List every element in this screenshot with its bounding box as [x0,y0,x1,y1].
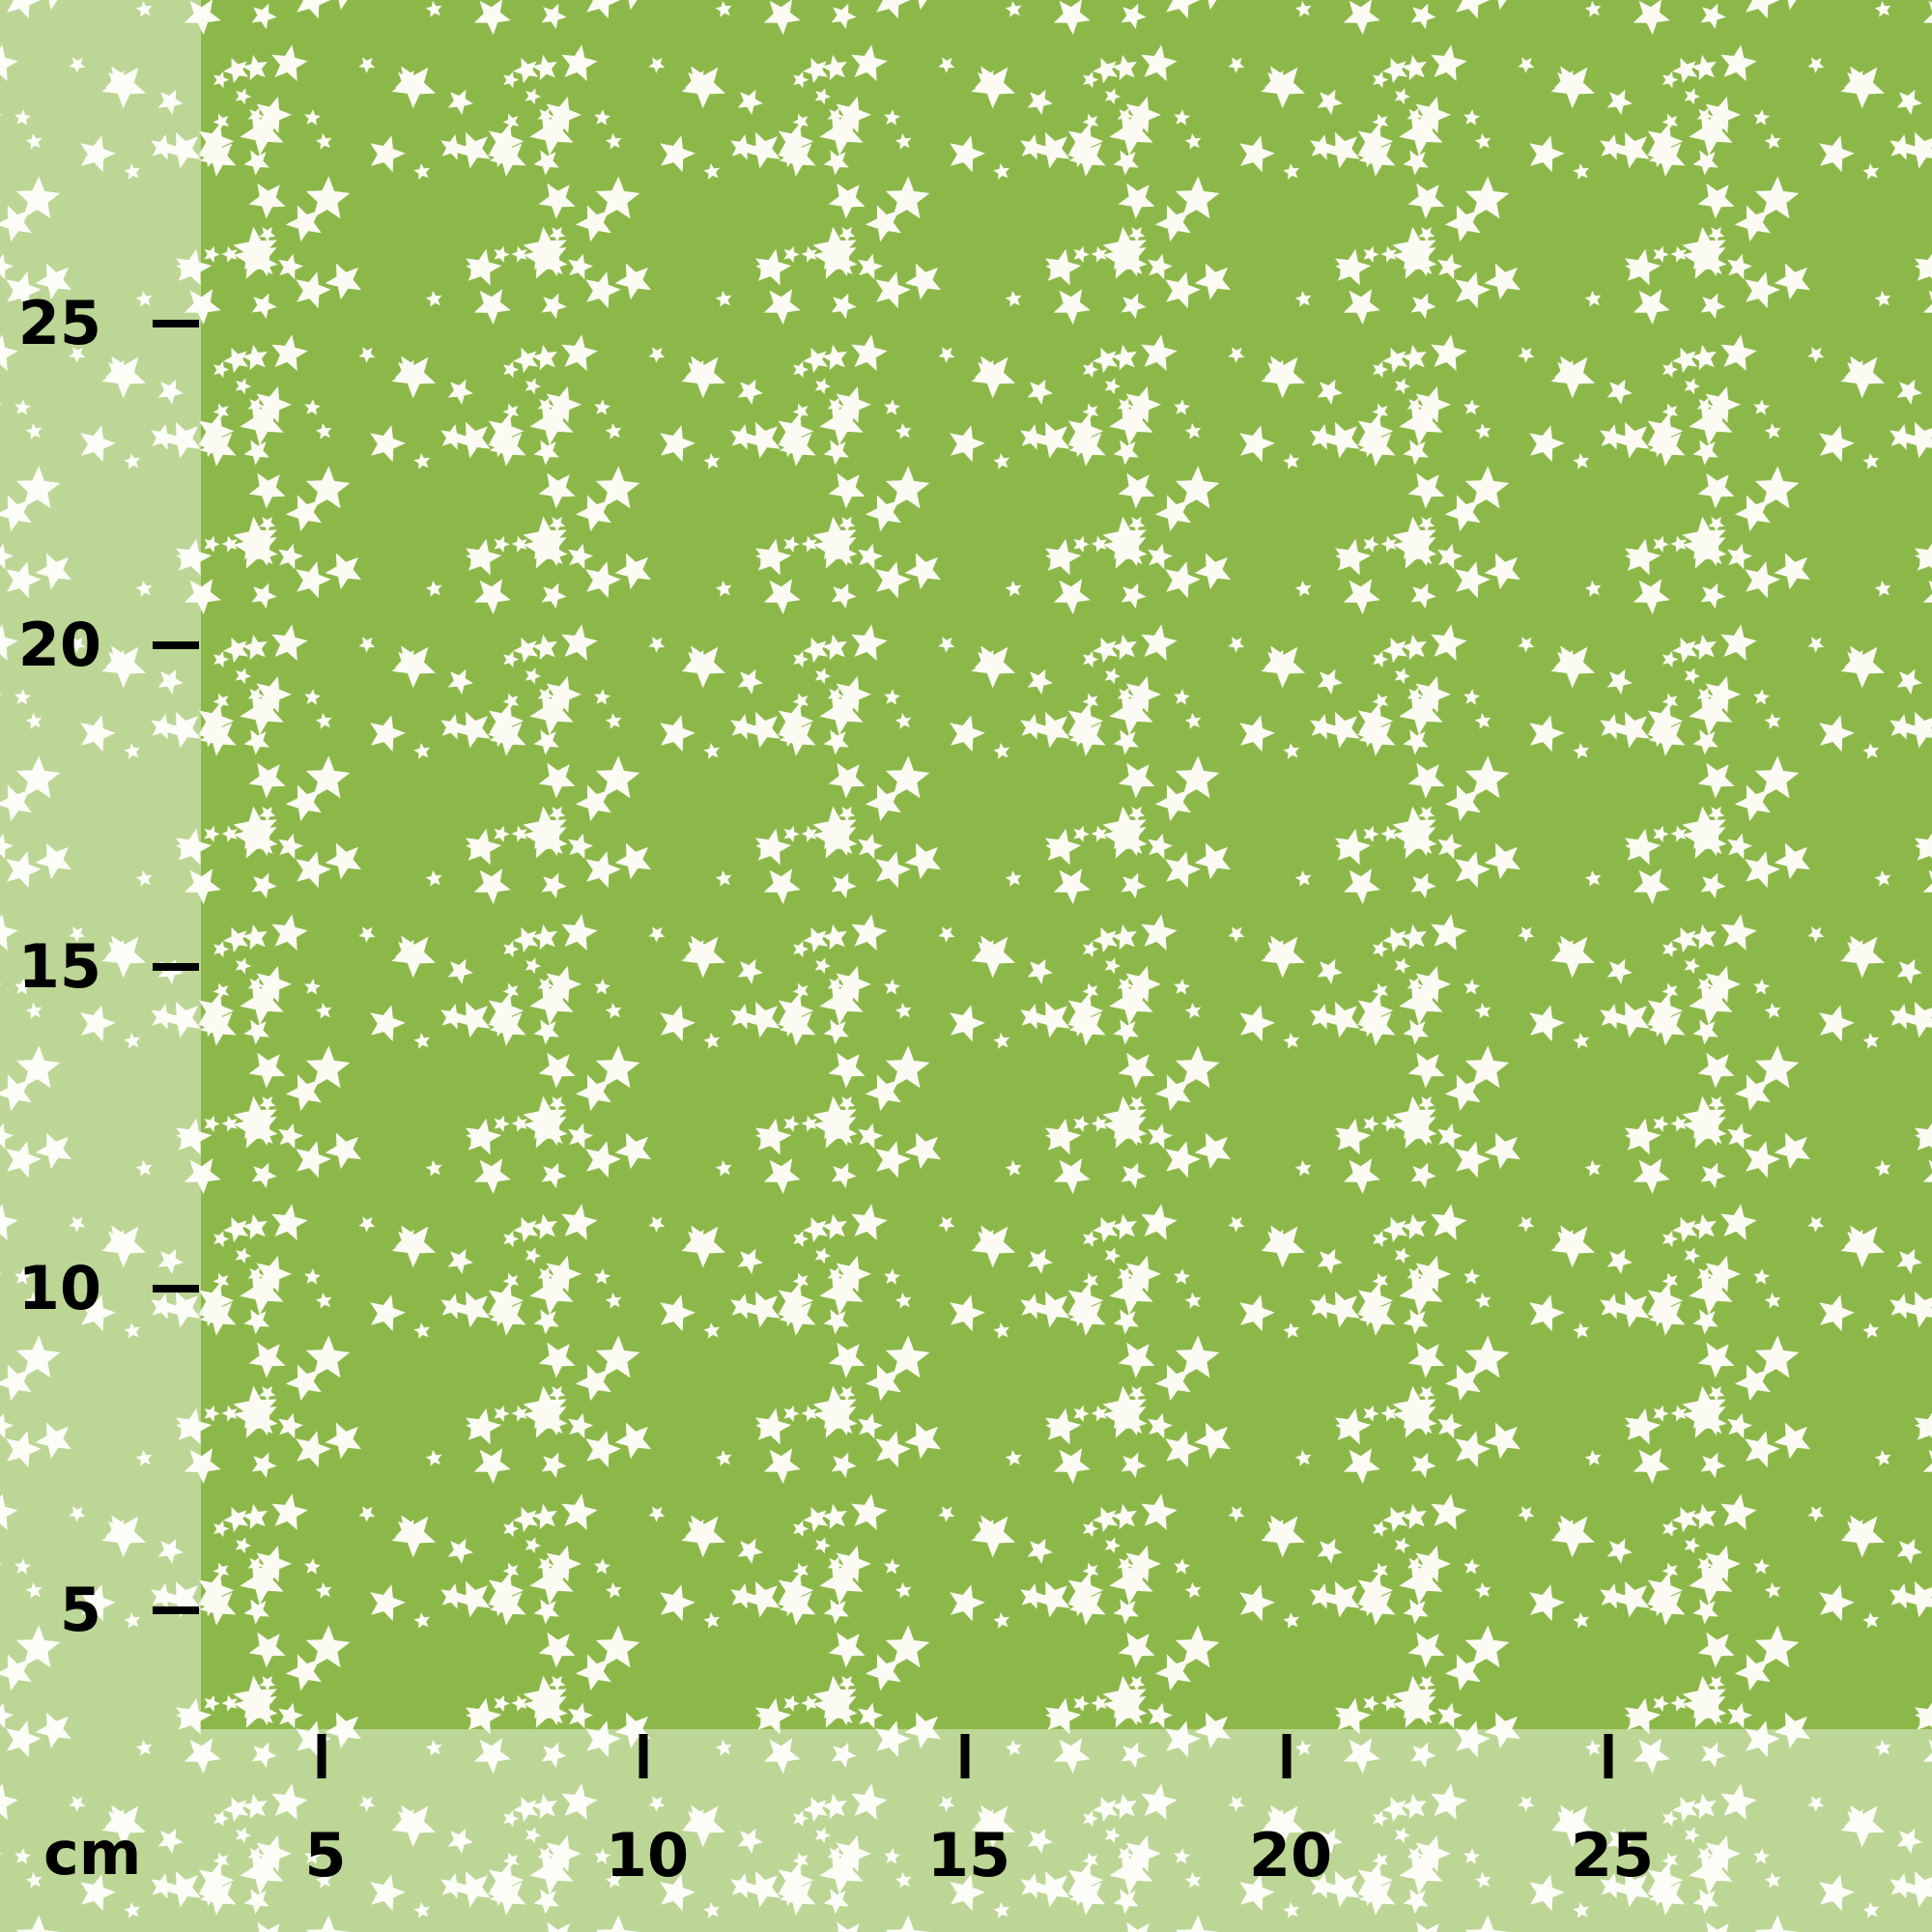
x-tick-label: 25 [1570,1820,1655,1890]
y-tick-mark [153,963,199,971]
y-tick-mark [153,320,199,327]
x-tick-mark [1282,1734,1292,1778]
x-tick-mark [639,1734,648,1778]
x-tick-mark [317,1734,327,1778]
y-tick-label: 25 [17,288,101,358]
x-tick-label: 15 [926,1820,1011,1890]
y-tick-mark [153,1285,199,1293]
x-tick-mark [960,1734,970,1778]
y-tick-mark [153,641,199,649]
y-tick-label: 10 [17,1253,101,1323]
unit-label: cm [43,1818,142,1889]
y-tick-label: 15 [17,931,101,1002]
x-tick-label: 20 [1248,1820,1333,1890]
y-tick-label: 5 [59,1575,101,1645]
y-tick-label: 20 [17,610,101,680]
y-tick-mark [153,1606,199,1614]
x-tick-label: 5 [304,1820,347,1890]
x-tick-mark [1604,1734,1613,1778]
x-tick-label: 10 [605,1820,690,1890]
left-scale-band [0,0,201,1729]
